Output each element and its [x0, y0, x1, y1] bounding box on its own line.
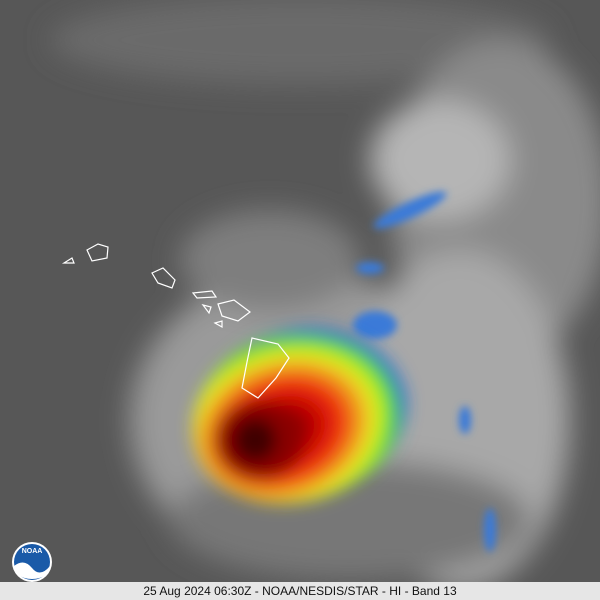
caption: 25 Aug 2024 06:30Z - NOAA/NESDIS/STAR - …: [143, 584, 457, 598]
island-outlines: [61, 243, 290, 399]
caption-bar: [0, 582, 600, 600]
cold-tops: [353, 191, 496, 552]
storm-core: [192, 326, 408, 504]
noaa-logo: NOAA: [12, 542, 52, 582]
logo-text: NOAA: [22, 548, 43, 555]
